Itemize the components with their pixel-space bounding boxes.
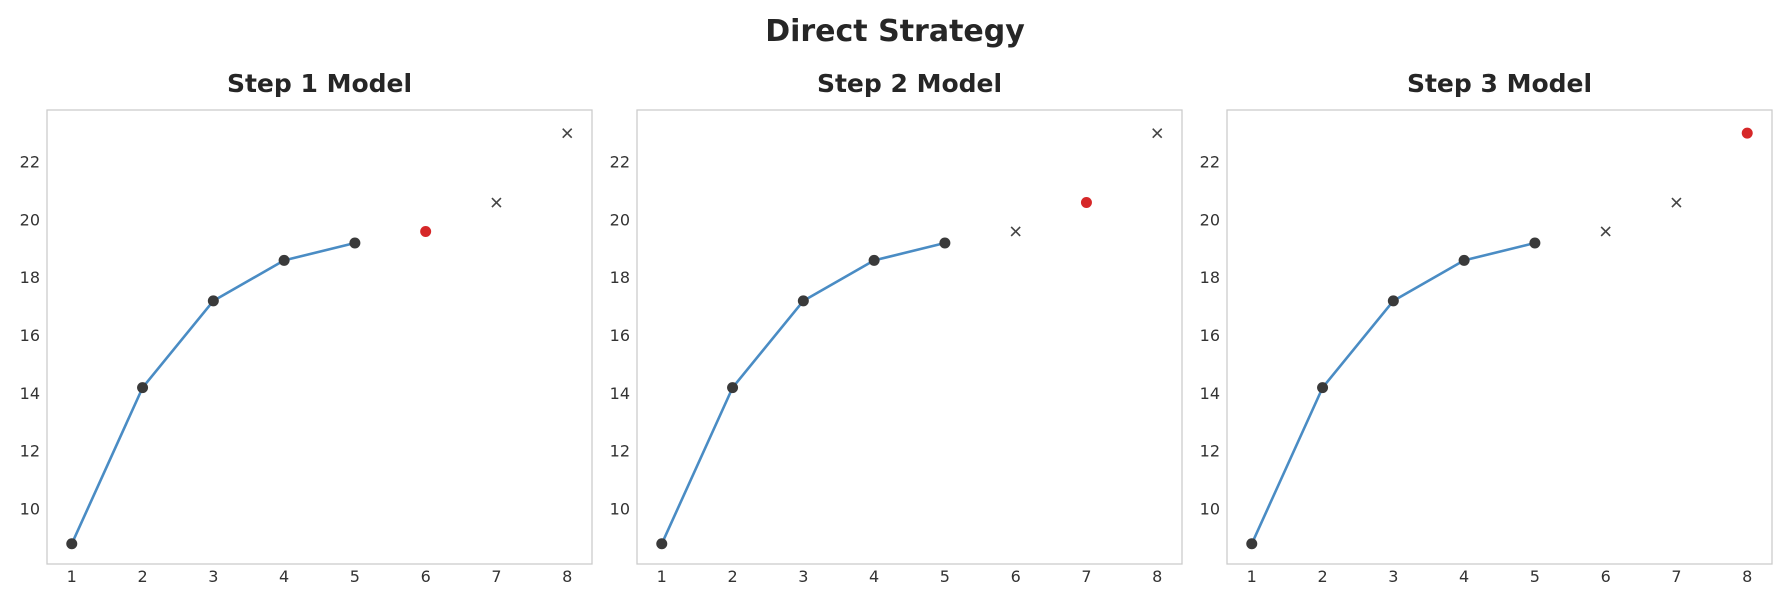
history-point	[66, 538, 78, 550]
history-point	[1458, 254, 1470, 266]
y-tick-label: 18	[610, 268, 630, 287]
history-point	[278, 254, 290, 266]
history-point	[349, 237, 361, 249]
x-tick-label: 4	[1459, 567, 1469, 586]
y-tick-label: 16	[610, 326, 630, 345]
y-tick-label: 18	[1200, 268, 1220, 287]
history-point	[1246, 538, 1258, 550]
y-tick-label: 14	[20, 384, 40, 403]
x-tick-label: 2	[727, 567, 737, 586]
future-x-marker	[1010, 226, 1021, 237]
x-tick-label: 5	[1530, 567, 1540, 586]
y-tick-label: 20	[20, 210, 40, 229]
panel-title: Step 2 Model	[817, 69, 1002, 98]
target-point	[1080, 197, 1092, 209]
x-tick-label: 8	[1152, 567, 1162, 586]
history-line	[70, 241, 356, 545]
x-tick-label: 1	[657, 567, 667, 586]
future-x-marker	[1671, 197, 1682, 208]
future-x-marker	[1152, 128, 1163, 139]
history-point	[207, 295, 219, 307]
y-tick-label: 14	[610, 384, 630, 403]
y-tick-label: 14	[1200, 384, 1220, 403]
y-tick-label: 10	[1200, 500, 1220, 519]
y-tick-label: 18	[20, 268, 40, 287]
history-point	[727, 382, 739, 394]
plot-frame	[636, 109, 1183, 565]
x-tick-label: 7	[1671, 567, 1681, 586]
x-tick-label: 7	[491, 567, 501, 586]
x-tick-label: 2	[1317, 567, 1327, 586]
history-point	[868, 254, 880, 266]
x-tick-label: 3	[798, 567, 808, 586]
x-tick-label: 2	[137, 567, 147, 586]
x-tick-label: 8	[1742, 567, 1752, 586]
target-point	[1741, 127, 1753, 139]
x-tick-label: 7	[1081, 567, 1091, 586]
y-tick-label: 12	[20, 442, 40, 461]
y-tick-label: 22	[610, 153, 630, 172]
history-point	[797, 295, 809, 307]
figure-title: Direct Strategy	[765, 14, 1025, 49]
x-tick-label: 6	[421, 567, 431, 586]
future-x-marker	[562, 128, 573, 139]
x-tick-label: 3	[208, 567, 218, 586]
future-x-marker	[1600, 226, 1611, 237]
history-line	[660, 241, 946, 545]
y-tick-label: 12	[1200, 442, 1220, 461]
x-tick-label: 1	[67, 567, 77, 586]
history-point	[137, 382, 149, 394]
history-point	[1317, 382, 1329, 394]
plot-frame	[46, 109, 593, 565]
x-tick-label: 6	[1601, 567, 1611, 586]
x-tick-label: 3	[1388, 567, 1398, 586]
y-tick-label: 12	[610, 442, 630, 461]
y-tick-label: 20	[610, 210, 630, 229]
y-tick-label: 16	[1200, 326, 1220, 345]
y-tick-label: 22	[1200, 153, 1220, 172]
y-tick-label: 20	[1200, 210, 1220, 229]
history-point	[656, 538, 668, 550]
plot-frame	[1226, 109, 1773, 565]
x-tick-label: 6	[1011, 567, 1021, 586]
y-tick-label: 10	[20, 500, 40, 519]
history-point	[1387, 295, 1399, 307]
y-tick-label: 22	[20, 153, 40, 172]
panel-title: Step 3 Model	[1407, 69, 1592, 98]
x-tick-label: 5	[940, 567, 950, 586]
y-tick-label: 16	[20, 326, 40, 345]
x-tick-label: 1	[1247, 567, 1257, 586]
target-point	[420, 225, 432, 237]
future-x-marker	[491, 197, 502, 208]
panel-title: Step 1 Model	[227, 69, 412, 98]
x-tick-label: 5	[350, 567, 360, 586]
x-tick-label: 8	[562, 567, 572, 586]
history-point	[1529, 237, 1541, 249]
y-tick-label: 10	[610, 500, 630, 519]
x-tick-label: 4	[279, 567, 289, 586]
history-line	[1250, 241, 1536, 545]
history-point	[939, 237, 951, 249]
x-tick-label: 4	[869, 567, 879, 586]
